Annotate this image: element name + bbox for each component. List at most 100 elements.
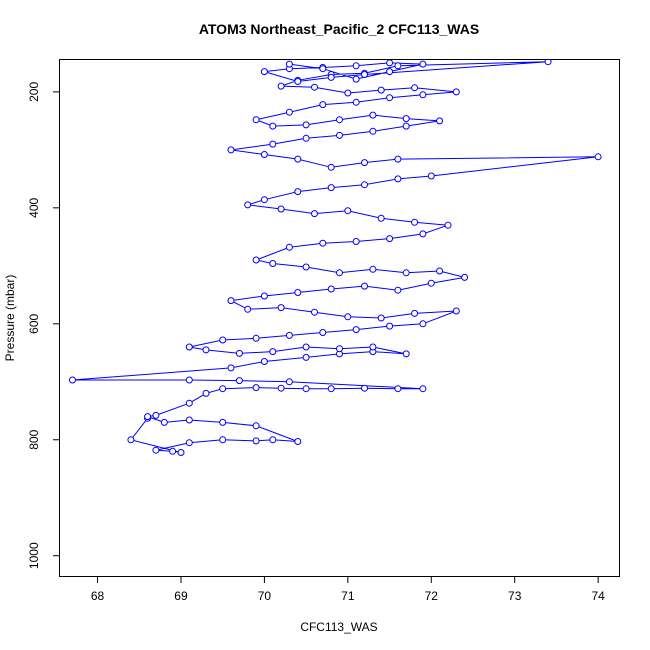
data-point [252, 334, 260, 342]
data-point [277, 384, 285, 392]
data-point [352, 98, 360, 106]
data-point [411, 218, 419, 226]
data-point [436, 267, 444, 275]
chart-title: ATOM3 Northeast_Pacific_2 CFC113_WAS [199, 21, 479, 37]
data-point [260, 68, 268, 76]
data-point [260, 292, 268, 300]
data-point [402, 269, 410, 277]
data-point [452, 307, 460, 315]
data-point [302, 343, 310, 351]
data-point [294, 289, 302, 296]
data-point [419, 230, 427, 238]
data-point [252, 256, 260, 264]
data-point [252, 437, 260, 445]
data-point [411, 309, 419, 317]
data-point [311, 210, 318, 218]
data-point [361, 282, 368, 290]
data-point [377, 314, 385, 322]
y-axis: 200 400 600 800 1000 [27, 82, 60, 569]
data-point [202, 346, 210, 354]
data-point [327, 385, 335, 393]
data-point [444, 221, 452, 229]
data-point [394, 286, 402, 294]
data-point [436, 117, 444, 125]
data-point [302, 263, 310, 271]
data-point [152, 411, 160, 419]
data-point [336, 269, 343, 277]
data-point [344, 313, 352, 321]
data-point [185, 376, 193, 384]
data-point [294, 155, 302, 163]
y-tick-label: 400 [27, 198, 41, 218]
data-point [269, 436, 277, 444]
data-point [369, 127, 377, 135]
data-point [419, 91, 427, 99]
data-point [294, 78, 302, 85]
data-point [319, 329, 327, 336]
data-point [185, 343, 193, 351]
data-point [227, 364, 235, 372]
data-point [427, 279, 435, 287]
data-point [285, 331, 293, 339]
data-point [327, 285, 335, 293]
data-point [269, 122, 277, 130]
data-point [327, 163, 335, 171]
data-point [344, 89, 352, 97]
data-point [361, 159, 368, 167]
x-tick-label: 72 [425, 589, 439, 603]
x-tick-label: 69 [174, 589, 188, 603]
data-point [285, 108, 293, 116]
data-point [185, 416, 193, 424]
data-point [311, 83, 318, 91]
data-point [285, 60, 293, 68]
data-point [352, 326, 360, 334]
data-point [219, 336, 227, 344]
data-point [319, 239, 327, 247]
y-tick-label: 600 [27, 313, 41, 333]
data-point [285, 243, 293, 251]
data-point [252, 116, 260, 124]
data-point [327, 184, 335, 192]
data-point [260, 358, 268, 365]
data-point [219, 385, 227, 393]
data-point [244, 201, 252, 209]
data-point [227, 146, 235, 154]
data-point [169, 447, 177, 455]
data-point [185, 399, 193, 407]
data-point [319, 65, 327, 73]
x-axis: 68 69 70 71 72 73 74 [91, 576, 605, 603]
x-tick-label: 71 [341, 589, 355, 603]
data-point [386, 94, 394, 102]
data-point [544, 60, 552, 66]
data-point [160, 418, 168, 426]
data-point [452, 88, 460, 96]
data-point [294, 438, 302, 445]
data-point [219, 436, 227, 444]
data-point [419, 320, 427, 328]
data-point [352, 62, 360, 70]
data-point [369, 343, 377, 351]
data-point [352, 238, 360, 245]
data-point [302, 353, 310, 361]
data-point [235, 349, 243, 357]
y-tick-label: 200 [27, 82, 41, 102]
data-point [277, 205, 285, 213]
x-axis-label: CFC113_WAS [300, 620, 377, 634]
data-point [260, 196, 268, 204]
data-point [302, 134, 310, 142]
data-point [319, 101, 327, 109]
data-point [427, 172, 435, 180]
data-point [302, 121, 310, 129]
data-point [127, 436, 135, 444]
data-point [336, 131, 343, 139]
data-point [394, 175, 402, 183]
data-point [344, 207, 352, 215]
data-point [269, 260, 277, 267]
data-point [294, 188, 302, 196]
data-point [386, 60, 394, 67]
data-point [252, 422, 260, 430]
data-point [386, 68, 394, 76]
data-point [69, 376, 76, 384]
data-point [419, 385, 427, 393]
